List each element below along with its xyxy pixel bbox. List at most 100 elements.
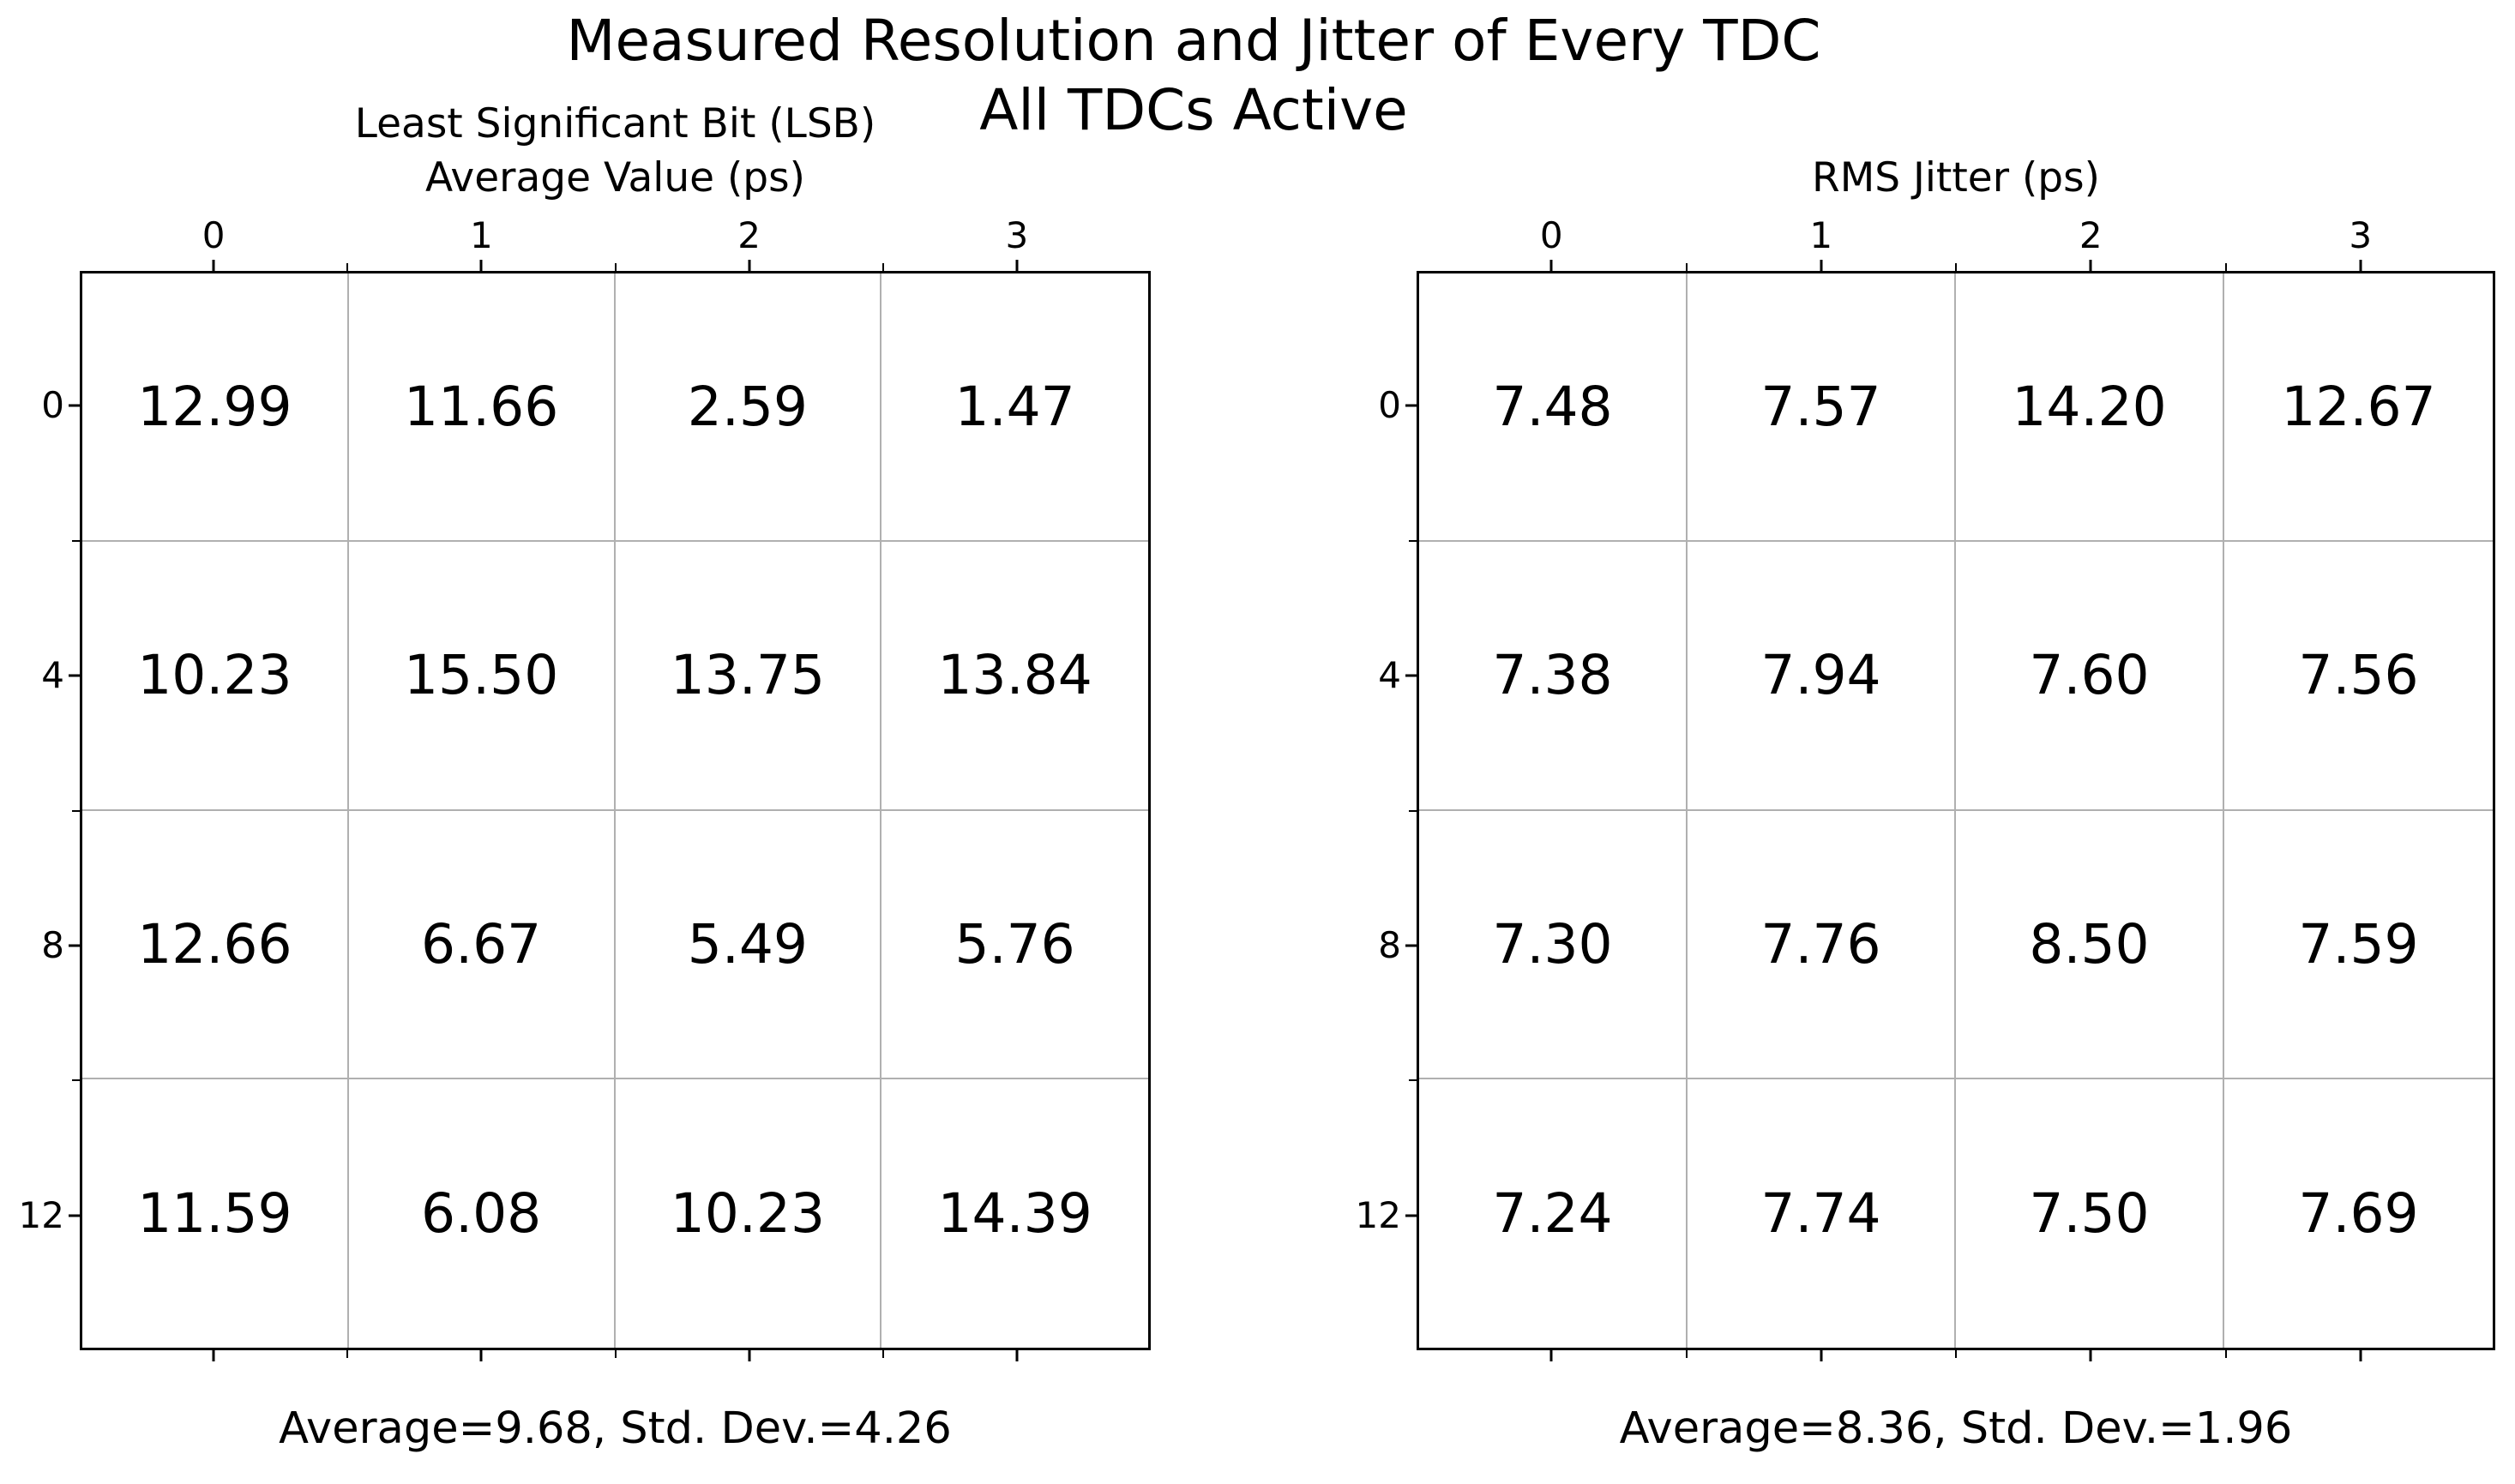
tick-mark (2089, 260, 2092, 271)
tick-mark (881, 1350, 884, 1358)
heatmap-cell: 13.75 (615, 542, 882, 811)
x-tick-label: 1 (1809, 214, 1833, 256)
heatmap-cell: 10.23 (616, 1078, 882, 1348)
stats-caption: Average=8.36, Std. Dev.=1.96 (1619, 1403, 2293, 1454)
tick-mark (1405, 404, 1417, 407)
tick-mark (2224, 263, 2227, 271)
heatmap-cell: 10.23 (82, 542, 349, 811)
tick-mark (1685, 263, 1688, 271)
tick-mark (748, 260, 751, 271)
heatmap-cell: 6.67 (348, 810, 616, 1079)
tick-mark (1955, 1350, 1957, 1358)
stats-caption: Average=9.68, Std. Dev.=4.26 (279, 1403, 952, 1454)
tick-mark (1405, 674, 1417, 677)
heatmap-axes: 7.48 7.57 14.20 12.67 7.38 7.94 7.60 7.5… (1417, 271, 2495, 1350)
y-tick-label: 4 (1378, 654, 1401, 697)
tick-mark (346, 263, 349, 271)
y-tick-label: 12 (1355, 1193, 1401, 1236)
heatmap-cell: 7.30 (1419, 810, 1688, 1079)
tick-mark (1405, 944, 1417, 947)
tick-mark (2224, 1350, 2227, 1358)
heatmap-cell: 5.76 (881, 811, 1148, 1079)
heatmap-cell: 2.59 (615, 273, 882, 543)
y-tick-label: 4 (41, 654, 64, 697)
heatmap-cell: 7.56 (2224, 542, 2493, 811)
tick-mark (69, 674, 80, 677)
heatmap-cell: 7.57 (1688, 273, 1956, 543)
tick-mark (2359, 1350, 2362, 1361)
heatmap-cell: 8.50 (1956, 810, 2224, 1079)
heatmap-cell: 7.38 (1419, 542, 1688, 811)
heatmap-cell: 11.66 (348, 273, 616, 543)
tick-mark (72, 539, 80, 542)
x-tick-label: 2 (2079, 214, 2103, 256)
tick-mark (479, 260, 483, 271)
tick-mark (1820, 1350, 1823, 1361)
axes-title: RMS Jitter (ps) (1812, 152, 2100, 206)
heatmap-cell: 11.59 (82, 1078, 349, 1348)
tick-mark (346, 1350, 349, 1358)
x-tick-label: 2 (737, 214, 761, 256)
tick-mark (1405, 1214, 1417, 1217)
tick-mark (212, 260, 215, 271)
x-tick-label: 0 (1539, 214, 1563, 256)
heatmap-cell: 7.94 (1688, 542, 1956, 811)
tick-mark (1685, 1350, 1688, 1358)
x-tick-label: 3 (1005, 214, 1029, 256)
heatmap-cell: 15.50 (348, 542, 616, 811)
tick-mark (614, 263, 617, 271)
heatmap-cell: 6.08 (349, 1078, 616, 1348)
axes-title-line1: Least Significant Bit (LSB) (354, 100, 876, 148)
heatmap-cell: 7.48 (1419, 273, 1688, 543)
axes-title: Least Significant Bit (LSB) Average Valu… (355, 98, 876, 206)
tick-mark (1955, 263, 1957, 271)
tick-mark (1820, 260, 1823, 271)
heatmap-cell: 14.20 (1956, 273, 2224, 543)
tick-mark (2089, 1350, 2092, 1361)
tick-mark (212, 1350, 215, 1361)
tick-mark (748, 1350, 751, 1361)
tick-mark (1409, 809, 1417, 812)
tick-mark (69, 404, 80, 407)
tick-mark (479, 1350, 483, 1361)
axes-title-line1: RMS Jitter (ps) (1812, 154, 2100, 202)
tick-mark (2359, 260, 2362, 271)
y-tick-label: 0 (1378, 384, 1401, 427)
heatmap-cell: 7.69 (2298, 1181, 2419, 1245)
heatmap-cell: 7.60 (1956, 542, 2224, 811)
heatmap-cell: 14.39 (937, 1181, 1092, 1245)
tick-mark (1549, 1350, 1553, 1361)
axes-title-line2: Average Value (ps) (425, 154, 805, 202)
tick-mark (72, 809, 80, 812)
tick-mark (72, 1079, 80, 1082)
heatmap-cell: 12.66 (82, 810, 349, 1079)
x-tick-label: 0 (202, 214, 226, 256)
tick-mark (1409, 539, 1417, 542)
heatmap-cell: 1.47 (881, 273, 1148, 543)
y-tick-label: 0 (41, 384, 64, 427)
y-tick-label: 8 (41, 923, 64, 966)
x-tick-label: 3 (2349, 214, 2373, 256)
tick-mark (614, 1350, 617, 1358)
tick-mark (69, 944, 80, 947)
y-tick-label: 8 (1378, 923, 1401, 966)
tick-mark (1015, 260, 1019, 271)
tick-mark (1409, 1079, 1417, 1082)
heatmap-cell: 12.67 (2224, 273, 2493, 543)
page-title: Measured Resolution and Jitter of Every … (567, 7, 1821, 145)
page-title-line2: All TDCs Active (979, 76, 1408, 143)
heatmap-cell: 7.50 (1956, 1078, 2224, 1348)
tick-mark (1015, 1350, 1019, 1361)
heatmap-cell: 7.76 (1688, 810, 1956, 1079)
x-tick-label: 1 (470, 214, 493, 256)
heatmap-axes: 12.99 11.66 2.59 1.47 10.23 15.50 13.75 … (80, 271, 1151, 1350)
heatmap-panel-jitter: RMS Jitter (ps) 0 1 2 3 0 4 8 12 7.48 7.… (1356, 154, 2495, 1454)
heatmap-cell: 7.24 (1419, 1078, 1688, 1348)
y-tick-label: 12 (18, 1193, 64, 1236)
heatmap-cell: 12.99 (82, 273, 349, 543)
heatmap-cell: 13.84 (881, 542, 1148, 811)
tick-mark (1549, 260, 1553, 271)
page-title-line1: Measured Resolution and Jitter of Every … (566, 8, 1821, 74)
heatmap-cell: 5.49 (615, 810, 882, 1079)
heatmap-cell: 7.59 (2224, 811, 2493, 1079)
